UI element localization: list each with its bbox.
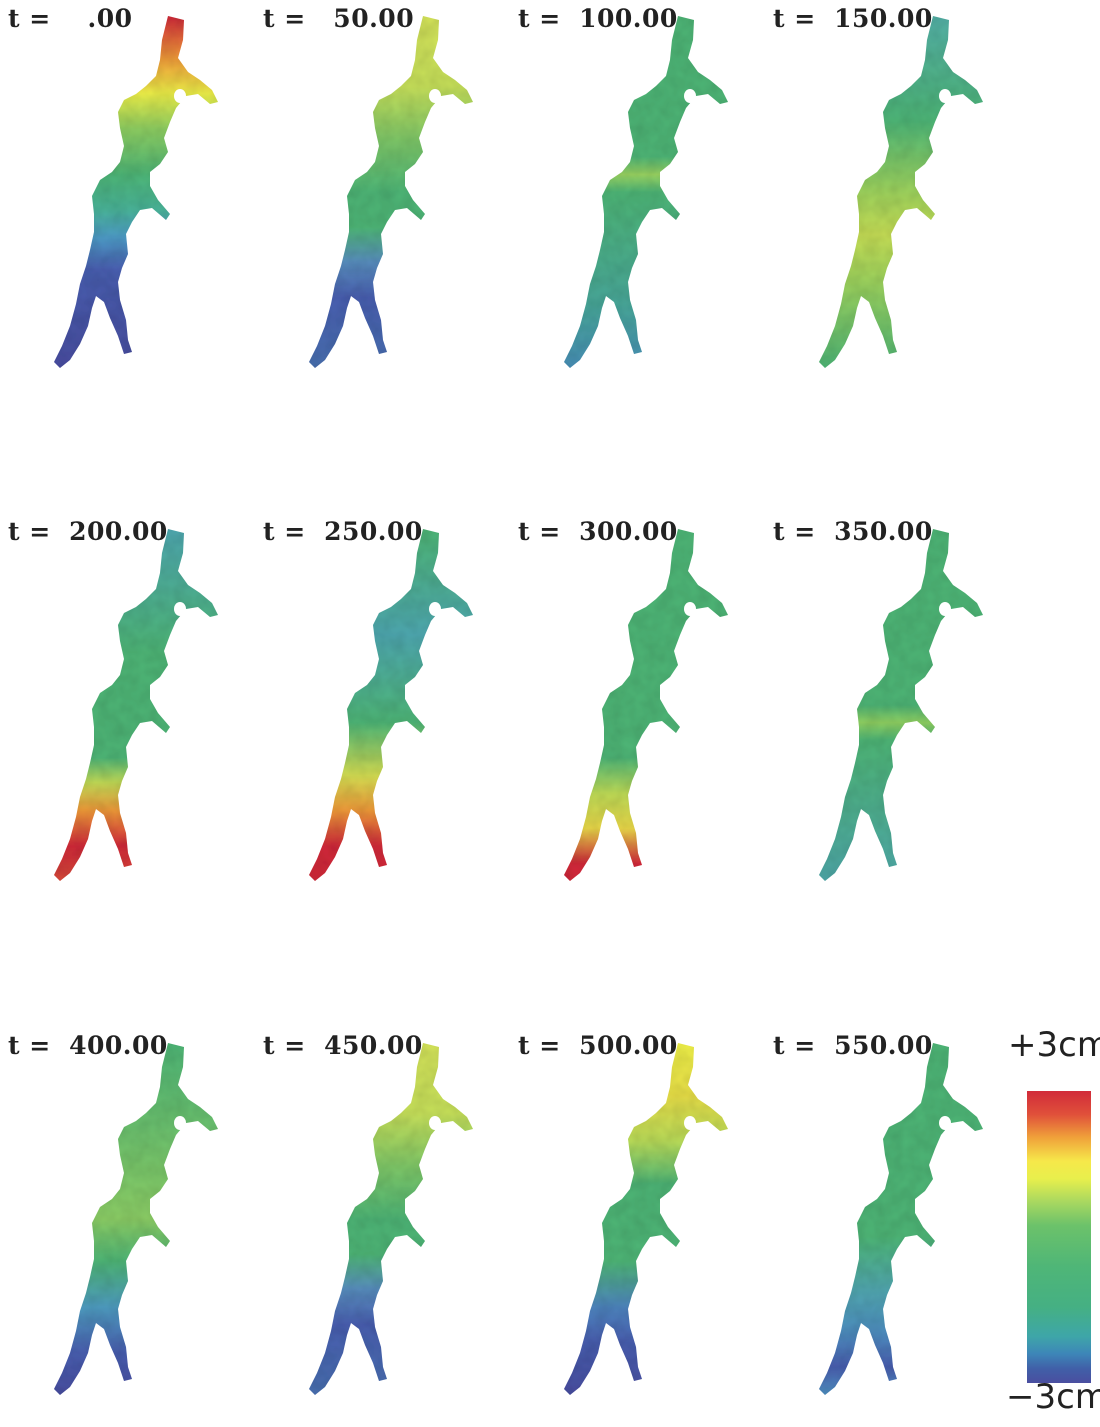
lake-shape	[819, 16, 983, 368]
lake-panel: t = 150.00	[765, 0, 1020, 400]
lake-shape	[309, 16, 473, 368]
time-label: t = 100.00	[518, 4, 678, 33]
lake-map	[54, 1043, 218, 1395]
lake-shape	[309, 529, 473, 881]
lake-map	[564, 16, 728, 368]
time-label: t = 200.00	[8, 517, 168, 546]
lake-panel: t = 200.00	[0, 513, 255, 913]
lake-panel: t = 400.00	[0, 1027, 255, 1427]
lake-map	[564, 529, 728, 881]
time-label: t = 550.00	[773, 1031, 933, 1060]
time-label: t = 300.00	[518, 517, 678, 546]
lake-map	[54, 529, 218, 881]
time-label: t = 350.00	[773, 517, 933, 546]
lake-map	[54, 16, 218, 368]
time-label: t = 250.00	[263, 517, 423, 546]
lake-panel: t = 500.00	[510, 1027, 765, 1427]
island	[684, 1116, 696, 1130]
colorbar-min-label: −3cm	[1006, 1377, 1100, 1417]
lake-shape	[819, 529, 983, 881]
island	[684, 602, 696, 616]
lake-shape	[564, 529, 728, 881]
lake-map	[819, 529, 983, 881]
lake-map	[309, 16, 473, 368]
lake-panel: t = .00	[0, 0, 255, 400]
colorbar-gradient	[1027, 1091, 1091, 1383]
lake-panel: t = 350.00	[765, 513, 1020, 913]
lake-map	[309, 1043, 473, 1395]
island	[684, 89, 696, 103]
time-label: t = 150.00	[773, 4, 933, 33]
island	[174, 602, 186, 616]
lake-panel: t = 300.00	[510, 513, 765, 913]
lake-panel: t = 450.00	[255, 1027, 510, 1427]
lake-shape	[564, 16, 728, 368]
lake-map	[309, 529, 473, 881]
lake-map	[819, 16, 983, 368]
colorbar-legend: +3cm −3cm	[1000, 1025, 1100, 1420]
lake-shape	[564, 1043, 728, 1395]
island	[429, 1116, 441, 1130]
island	[174, 1116, 186, 1130]
lake-shape	[54, 1043, 218, 1395]
lake-shape	[54, 529, 218, 881]
time-label: t = 500.00	[518, 1031, 678, 1060]
island	[429, 602, 441, 616]
time-label: t = 50.00	[263, 4, 415, 33]
island	[939, 89, 951, 103]
lake-map	[819, 1043, 983, 1395]
lake-shape	[309, 1043, 473, 1395]
colorbar-max-label: +3cm	[1008, 1025, 1100, 1065]
island	[174, 89, 186, 103]
island	[429, 89, 441, 103]
time-label: t = 450.00	[263, 1031, 423, 1060]
time-label: t = .00	[8, 4, 133, 33]
lake-panel: t = 100.00	[510, 0, 765, 400]
lake-panel: t = 50.00	[255, 0, 510, 400]
island	[939, 602, 951, 616]
lake-shape	[819, 1043, 983, 1395]
lake-shape	[54, 16, 218, 368]
lake-map	[564, 1043, 728, 1395]
time-label: t = 400.00	[8, 1031, 168, 1060]
lake-panel: t = 550.00	[765, 1027, 1020, 1427]
lake-panel: t = 250.00	[255, 513, 510, 913]
island	[939, 1116, 951, 1130]
